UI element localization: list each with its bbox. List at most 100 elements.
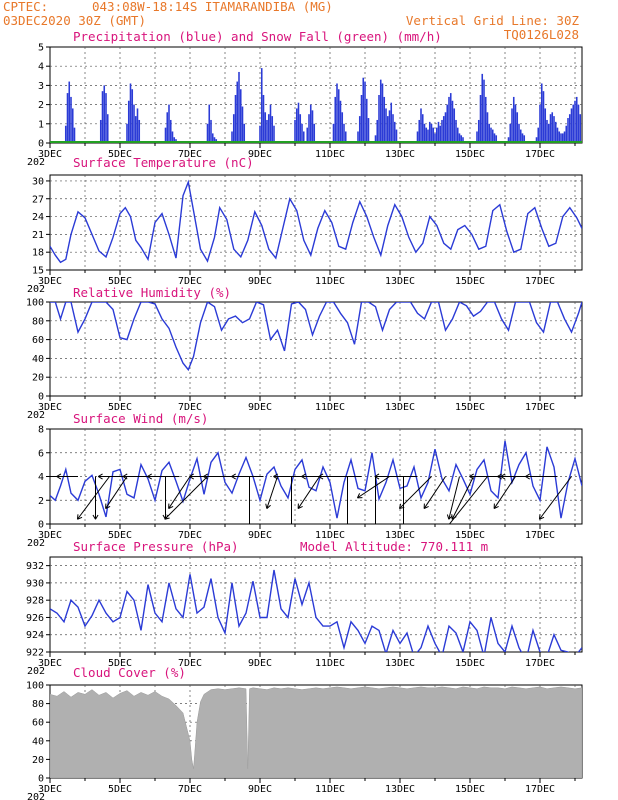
precip-ytick-label: 4: [38, 62, 44, 73]
precipitation-bar: [166, 112, 169, 143]
wind-vector-head: [273, 473, 278, 480]
wind-vector: [164, 476, 208, 520]
wind-vector-head: [122, 473, 128, 480]
precip-plot-area: [50, 68, 582, 143]
precipitation-bar: [491, 129, 494, 143]
pressure-xtick-label: 5DEC: [108, 658, 132, 669]
wind-vector: [399, 476, 432, 509]
precipitation-bar: [493, 133, 496, 143]
precipitation-bar: [297, 102, 300, 143]
humidity-ytick-label: 20: [32, 373, 44, 384]
precipitation-bar: [518, 123, 520, 143]
precipitation-bar: [519, 129, 522, 143]
temperature-frame: [49, 174, 583, 271]
pressure-xtick-label: 17DEC: [525, 658, 555, 669]
precipitation-bar: [336, 83, 338, 143]
precip-panel: 0 1 2 3 4 5 3DEC 5DEC 7DEC 9DEC 11DEC 13DEC 15DEC 17D…: [27, 43, 583, 168]
precipitation-bar: [168, 104, 170, 143]
precipitation-bar: [511, 108, 513, 143]
wind-vector: [539, 476, 572, 520]
cloud-ytick-label: 100: [26, 681, 44, 692]
precipitation-bar: [232, 114, 235, 143]
precipitation-bar: [103, 85, 106, 143]
precipitation-bar: [127, 100, 130, 143]
temperature-ytick-label: 21: [32, 230, 44, 241]
cloud-xtick-label: 5DEC: [108, 784, 132, 795]
wind-vector: [77, 476, 110, 520]
cloud-xtick-label: 17DEC: [525, 784, 555, 795]
precipitation-bar: [383, 96, 386, 143]
precipitation-bar: [418, 119, 421, 143]
precipitation-bar: [434, 133, 436, 143]
pressure-xtick-label: 9DEC: [248, 658, 272, 669]
wind-vector-head: [345, 526, 350, 530]
precipitation-bar: [484, 96, 487, 143]
precipitation-bar: [565, 125, 568, 143]
precipitation-bar: [549, 114, 552, 143]
cloud-ytick-label: 20: [32, 755, 44, 766]
model-altitude-label: Model Altitude: 770.111 m: [300, 539, 488, 554]
precipitation-bar: [339, 100, 342, 143]
wind-xtick-label: 13DEC: [385, 530, 415, 541]
temperature-ytick-label: 24: [32, 212, 44, 223]
humidity-ytick-label: 0: [38, 392, 44, 403]
precipitation-bar: [106, 114, 109, 143]
wind-vector-head: [97, 473, 103, 480]
precipitation-bar: [309, 104, 312, 143]
precip-ytick-label: 5: [38, 43, 44, 54]
humidity-xtick-label: 11DEC: [315, 402, 345, 413]
cloud-year-fragment: 202: [27, 792, 45, 800]
precipitation-bar: [364, 81, 366, 143]
humidity-ytick-label: 60: [32, 335, 44, 346]
precipitation-bar: [136, 108, 139, 143]
precipitation-bar: [577, 104, 580, 143]
precipitation-bar: [129, 83, 132, 143]
precipitation-bar: [105, 93, 107, 143]
precipitation-bar: [393, 121, 396, 143]
precipitation-bar: [208, 104, 211, 143]
precipitation-bar: [439, 125, 442, 143]
header-source: CPTEC:: [3, 0, 48, 14]
precipitation-bar: [495, 135, 498, 143]
wind-vector: [423, 476, 446, 509]
wind-xtick-label: 15DEC: [455, 530, 485, 541]
precipitation-bar: [259, 125, 261, 143]
precipitation-bar: [437, 121, 440, 143]
wind-vector-head: [398, 503, 405, 510]
humidity-xtick-label: 7DEC: [178, 402, 202, 413]
precip-xtick-label: 13DEC: [385, 149, 415, 160]
precipitation-bar: [68, 81, 71, 143]
precipitation-bar: [332, 123, 335, 143]
wind-ytick-label: 4: [38, 472, 44, 483]
pressure-series-line: [50, 569, 582, 652]
precipitation-bar: [101, 91, 104, 143]
precipitation-bar: [173, 137, 176, 143]
precip-ytick-label: 1: [38, 119, 44, 130]
precipitation-bar: [556, 127, 559, 143]
wind-vector-head: [373, 526, 378, 530]
wind-vector-head: [265, 503, 271, 509]
precipitation-bar: [441, 119, 443, 143]
precipitation-bar: [490, 127, 492, 143]
wind-series-line: [50, 440, 582, 519]
precipitation-bar: [460, 135, 463, 143]
precipitation-bar: [539, 104, 541, 143]
wind-vector: [357, 476, 390, 499]
pressure-ytick-label: 926: [26, 613, 44, 624]
cloud-xtick-label: 3DEC: [38, 784, 62, 795]
precipitation-bar: [453, 108, 456, 143]
temperature-xtick-label: 7DEC: [178, 276, 202, 287]
wind-vector-head: [168, 503, 174, 510]
precipitation-bar: [456, 127, 459, 143]
precip-xtick-label: 15DEC: [455, 149, 485, 160]
precip-year-fragment: 202: [27, 157, 45, 168]
wind-vector-head: [56, 473, 62, 480]
humidity-ytick-label: 40: [32, 354, 44, 365]
precipitation-bar: [568, 114, 571, 143]
precipitation-bar: [306, 127, 309, 143]
precipitation-bar: [301, 123, 303, 143]
precipitation-bar: [509, 123, 512, 143]
precipitation-bar: [264, 112, 267, 143]
header-run: 03DEC2020 30Z (GMT): [3, 13, 146, 28]
precipitation-bar: [455, 119, 457, 143]
